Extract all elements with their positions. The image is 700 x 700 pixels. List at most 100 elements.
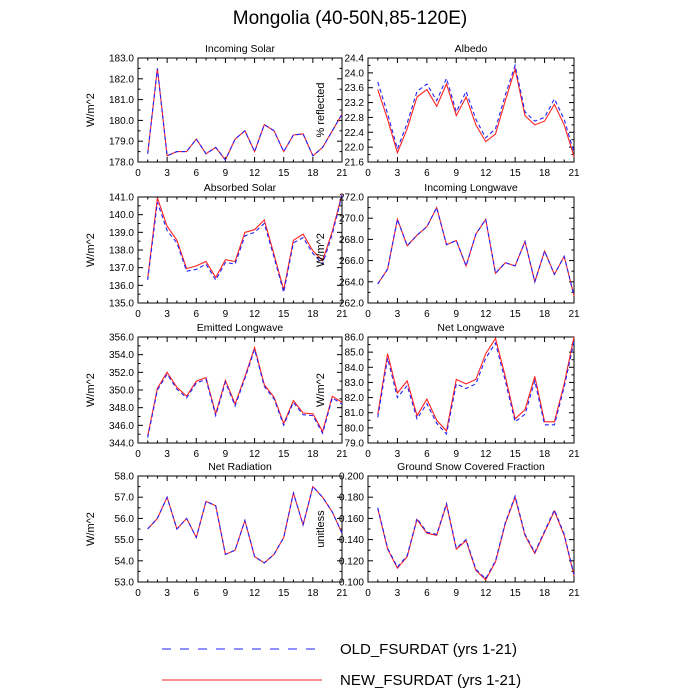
- y-tick-label: 0.160: [339, 514, 364, 525]
- y-tick-label: 82.0: [345, 393, 365, 404]
- y-tick-label: 0.180: [339, 493, 364, 504]
- chart-panel: Net Radiation W/m^2 0 3 6 9 12 15 18 21 53.0 54.0 55…: [85, 461, 348, 599]
- chart-panel: Emitted Longwave W/m^2 0 3 6 9 12 15 18 21 344.0 34…: [85, 322, 348, 460]
- x-tick-label: 9: [454, 588, 460, 599]
- y-tick-label: 266.0: [339, 256, 364, 267]
- x-tick-label: 21: [568, 449, 580, 460]
- x-tick-label: 3: [164, 168, 170, 179]
- x-tick-label: 18: [539, 168, 551, 179]
- x-tick-label: 3: [164, 588, 170, 599]
- x-tick-label: 0: [365, 588, 371, 599]
- y-tick-label: 22.4: [345, 128, 365, 139]
- y-axis-label: W/m^2: [85, 233, 97, 267]
- x-tick-label: 15: [278, 309, 290, 320]
- y-tick-label: 135.0: [109, 299, 134, 310]
- plot-frame: [367, 336, 575, 444]
- x-tick-label: 0: [135, 168, 141, 179]
- y-tick-label: 180.0: [109, 116, 134, 127]
- y-tick-label: 21.6: [345, 158, 365, 169]
- series-line-new: [377, 206, 575, 296]
- y-tick-label: 0.140: [339, 535, 364, 546]
- x-tick-label: 12: [249, 449, 261, 460]
- x-tick-label: 21: [336, 449, 348, 460]
- series-line-old: [147, 485, 343, 564]
- chart-title: Ground Snow Covered Fraction: [397, 461, 545, 473]
- chart-title: Emitted Longwave: [197, 322, 284, 334]
- y-tick-label: 182.0: [109, 74, 134, 85]
- y-tick-label: 24.4: [345, 54, 365, 65]
- x-tick-label: 15: [278, 588, 290, 599]
- x-tick-label: 0: [365, 309, 371, 320]
- y-axis-label: unitless: [315, 510, 327, 548]
- chart-panel: Incoming Solar W/m^2 0 3 6 9 12 15 18 21 178.0 179.…: [85, 43, 348, 179]
- y-tick-label: 0.120: [339, 556, 364, 567]
- y-tick-label: 268.0: [339, 235, 364, 246]
- x-tick-label: 9: [223, 309, 229, 320]
- x-tick-label: 12: [480, 449, 492, 460]
- y-tick-label: 0.100: [339, 578, 364, 589]
- x-tick-label: 18: [307, 168, 319, 179]
- y-tick-label: 344.0: [109, 439, 134, 450]
- x-tick-label: 15: [510, 449, 522, 460]
- main-title: Mongolia (40-50N,85-120E): [232, 8, 468, 29]
- series-line-new: [147, 345, 343, 437]
- chart-title: Incoming Longwave: [424, 182, 518, 194]
- x-tick-label: 18: [307, 588, 319, 599]
- y-tick-label: 356.0: [109, 333, 134, 344]
- x-tick-label: 15: [510, 168, 522, 179]
- chart-panel: Absorbed Solar W/m^2 0 3 6 9 12 15 18 21 135.0 136.…: [85, 182, 348, 320]
- y-tick-label: 84.0: [345, 363, 365, 374]
- series-line-old: [147, 195, 343, 293]
- y-tick-label: 141.0: [109, 193, 134, 204]
- x-tick-label: 12: [480, 588, 492, 599]
- x-tick-label: 21: [568, 309, 580, 320]
- y-tick-label: 138.0: [109, 246, 134, 257]
- x-tick-label: 3: [395, 168, 401, 179]
- y-tick-label: 352.0: [109, 368, 134, 379]
- x-tick-label: 3: [395, 309, 401, 320]
- y-axis-label: W/m^2: [315, 233, 327, 267]
- y-tick-label: 23.2: [345, 98, 365, 109]
- y-tick-label: 137.0: [109, 263, 134, 274]
- x-tick-label: 6: [424, 309, 430, 320]
- legend: OLD_FSURDAT (yrs 1-21) NEW_FSURDAT (yrs …: [162, 641, 521, 689]
- y-axis-label: W/m^2: [315, 373, 327, 407]
- x-tick-label: 0: [365, 168, 371, 179]
- x-tick-label: 3: [164, 309, 170, 320]
- y-axis-label: W/m^2: [85, 93, 97, 127]
- series-line-new: [377, 336, 575, 433]
- y-tick-label: 85.0: [345, 348, 365, 359]
- series-line-old: [377, 494, 575, 580]
- y-axis-label: W/m^2: [85, 373, 97, 407]
- series-line-old: [377, 206, 575, 296]
- legend-label-new: NEW_FSURDAT (yrs 1-21): [340, 672, 521, 689]
- x-tick-label: 6: [194, 449, 200, 460]
- y-tick-label: 58.0: [115, 472, 135, 483]
- x-tick-label: 15: [278, 168, 290, 179]
- y-tick-label: 183.0: [109, 54, 134, 65]
- series-line-new: [147, 485, 343, 564]
- x-tick-label: 18: [307, 309, 319, 320]
- y-tick-label: 57.0: [115, 493, 135, 504]
- x-tick-label: 12: [249, 588, 261, 599]
- y-axis-label: % reflected: [315, 82, 327, 137]
- series-line-new: [377, 495, 575, 581]
- y-tick-label: 24.0: [345, 68, 365, 79]
- y-tick-label: 83.0: [345, 378, 365, 389]
- legend-label-old: OLD_FSURDAT (yrs 1-21): [340, 641, 517, 658]
- series-line-new: [147, 68, 343, 161]
- y-tick-label: 139.0: [109, 228, 134, 239]
- chart-title: Incoming Solar: [205, 43, 276, 55]
- x-tick-label: 6: [194, 588, 200, 599]
- series-line-old: [147, 68, 343, 161]
- plot-frame: [137, 57, 343, 163]
- x-tick-label: 3: [395, 588, 401, 599]
- y-tick-label: 270.0: [339, 214, 364, 225]
- y-tick-label: 136.0: [109, 281, 134, 292]
- x-tick-label: 3: [164, 449, 170, 460]
- y-tick-label: 348.0: [109, 403, 134, 414]
- series-line-old: [377, 341, 575, 436]
